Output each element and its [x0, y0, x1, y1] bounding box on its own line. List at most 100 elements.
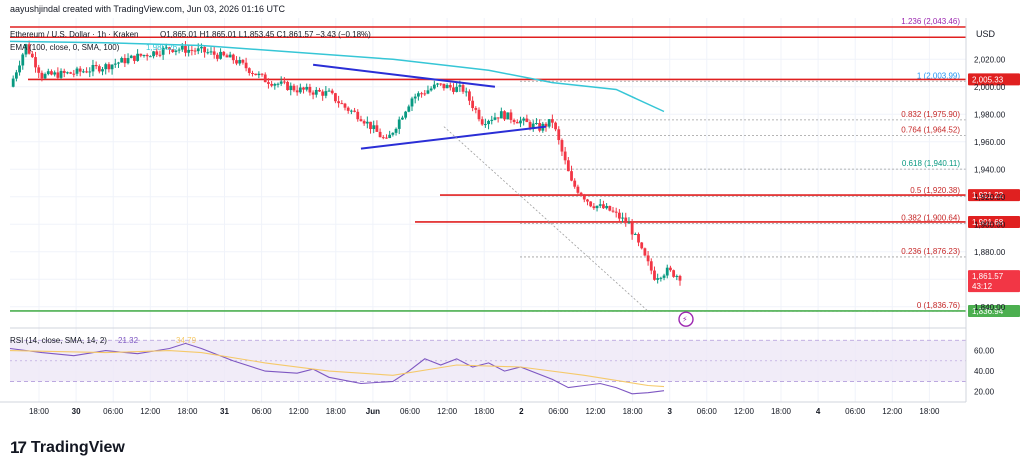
fib-connector — [443, 126, 649, 312]
candle-body — [276, 83, 280, 85]
candle-body — [318, 89, 321, 92]
candle-body — [235, 60, 238, 64]
candle-body — [637, 234, 640, 243]
candle-body — [621, 217, 624, 219]
trendline[interactable] — [360, 125, 547, 150]
candle-body — [298, 87, 302, 93]
candle-body — [375, 125, 379, 132]
candle-body — [30, 53, 34, 58]
ohlc-readout: O1,865.01 H1,865.01 L1,853.45 C1,861.57 … — [160, 30, 371, 39]
candle-body — [43, 74, 47, 79]
candle-body — [656, 278, 660, 280]
candle-body — [608, 205, 612, 211]
candle-body — [72, 73, 76, 75]
candle-body — [97, 66, 101, 72]
candle-body — [62, 70, 66, 73]
price-tick-label: 1,880.00 — [974, 248, 1006, 257]
candle-body — [94, 65, 98, 67]
candle-body — [372, 125, 376, 130]
candle-body — [646, 255, 650, 262]
candle-body — [544, 123, 548, 127]
candle-body — [187, 49, 191, 53]
candle-body — [506, 112, 510, 120]
candle-body — [215, 54, 219, 59]
candle-body — [499, 111, 503, 119]
rsi-band — [10, 340, 966, 382]
fib-label: 0.5 (1,920.38) — [910, 186, 960, 195]
candle-body — [468, 91, 471, 101]
rsi-legend-label: RSI (14, close, SMA, 14, 2) — [10, 336, 107, 345]
candle-body — [136, 53, 140, 61]
candle-body — [244, 62, 248, 69]
price-axis: 2,020.00 2,000.00 1,980.00 1,960.00 1,940.00… — [965, 18, 1020, 402]
candle-body — [40, 72, 44, 79]
candle-body — [56, 72, 60, 78]
candle-body — [503, 111, 506, 120]
candle-body — [311, 92, 315, 95]
candle-body — [557, 129, 561, 141]
time-tick-label: 12:00 — [882, 407, 903, 416]
candle-body — [662, 275, 666, 278]
price-tick-label: 1,920.00 — [974, 193, 1006, 202]
fib-label: 1 (2,003.99) — [917, 71, 960, 80]
time-tick-label: 4 — [816, 407, 821, 416]
candle-body — [142, 54, 146, 56]
candle-body — [611, 210, 615, 212]
candle-body — [343, 103, 347, 108]
current-price-label: 1,861.57 — [972, 272, 1004, 281]
candle-body — [582, 195, 586, 200]
alert-icon[interactable] — [678, 311, 694, 327]
candle-body — [193, 50, 197, 52]
candle-body — [75, 68, 79, 74]
candle-body — [27, 44, 31, 54]
candle-body — [669, 267, 672, 271]
candle-body — [78, 68, 82, 72]
time-tick-label: 18:00 — [177, 407, 198, 416]
candle-body — [295, 90, 299, 93]
candle-body — [665, 267, 669, 276]
candle-body — [321, 91, 325, 96]
candle-body — [512, 119, 516, 122]
candle-body — [279, 81, 283, 84]
candle-body — [133, 55, 136, 61]
candle-body — [630, 222, 634, 235]
rsi-tick-label: 60.00 — [974, 347, 995, 356]
candle-body — [535, 122, 538, 124]
currency-label[interactable]: USD — [976, 29, 996, 39]
trendlines[interactable]: ⚡ — [312, 63, 694, 327]
time-tick-label: 31 — [220, 407, 229, 416]
candle-body — [222, 51, 226, 56]
level-badge — [968, 215, 1020, 228]
candle-body — [576, 186, 580, 193]
fib-label: 0.764 (1,964.52) — [901, 126, 960, 135]
price-tick-label: 1,900.00 — [974, 220, 1006, 229]
candle-body — [145, 54, 149, 57]
candle-body — [34, 57, 37, 68]
candle-body — [101, 69, 104, 72]
time-axis: 18:00 30 06:00 12:00 18:00 31 06:00 12:00 18:00 J… — [0, 401, 966, 416]
time-tick-label: 06:00 — [697, 407, 718, 416]
trendline[interactable] — [312, 63, 496, 88]
horizontal-levels[interactable]: 2,005.33 1,921.22 1,901.68 1,836.94 — [10, 26, 1020, 317]
candle-body — [184, 45, 187, 53]
candle-body — [126, 58, 130, 64]
candle-body — [260, 73, 264, 75]
time-tick-label: 12:00 — [734, 407, 755, 416]
time-tick-label: 2 — [519, 407, 524, 416]
candle-body — [21, 54, 25, 66]
candle-body — [91, 65, 95, 72]
candle-body — [286, 81, 289, 91]
candle-body — [522, 118, 526, 121]
candle-body — [155, 51, 159, 55]
candle-body — [413, 96, 417, 99]
time-tick-label: 12:00 — [289, 407, 310, 416]
candle-body — [525, 118, 529, 123]
time-tick-label: 3 — [667, 407, 672, 416]
candle-body — [432, 84, 436, 89]
candle-body — [429, 88, 433, 91]
price-tick-label: 2,000.00 — [974, 83, 1006, 92]
candle-body — [251, 72, 254, 74]
alert-bolt-icon: ⚡ — [682, 315, 688, 324]
candle-body — [445, 85, 449, 89]
